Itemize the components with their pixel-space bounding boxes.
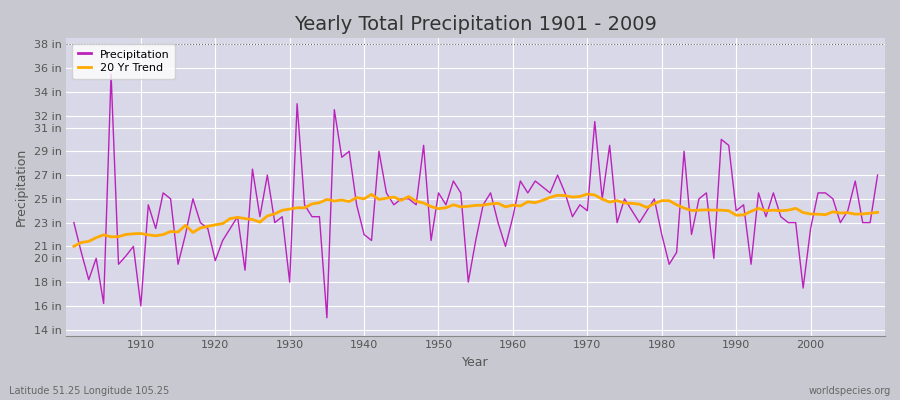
Precipitation — [68, 220, 79, 225]
20 Yr Trend — [604, 200, 615, 204]
Precipitation — [515, 179, 526, 184]
20 Yr Trend — [872, 210, 883, 215]
Line: 20 Yr Trend: 20 Yr Trend — [74, 194, 878, 246]
Text: worldspecies.org: worldspecies.org — [809, 386, 891, 396]
Line: Precipitation: Precipitation — [74, 74, 878, 318]
X-axis label: Year: Year — [463, 356, 489, 369]
Precipitation — [351, 202, 362, 207]
20 Yr Trend — [508, 203, 518, 208]
20 Yr Trend — [292, 205, 302, 210]
Legend: Precipitation, 20 Yr Trend: Precipitation, 20 Yr Trend — [72, 44, 176, 78]
20 Yr Trend — [68, 244, 79, 249]
Title: Yearly Total Precipitation 1901 - 2009: Yearly Total Precipitation 1901 - 2009 — [294, 15, 657, 34]
20 Yr Trend — [582, 192, 593, 196]
Precipitation — [522, 190, 533, 195]
Text: Latitude 51.25 Longitude 105.25: Latitude 51.25 Longitude 105.25 — [9, 386, 169, 396]
Precipitation — [872, 173, 883, 178]
Precipitation — [135, 304, 146, 308]
20 Yr Trend — [500, 204, 511, 209]
Precipitation — [321, 315, 332, 320]
Precipitation — [105, 72, 116, 76]
Precipitation — [612, 220, 623, 225]
20 Yr Trend — [337, 198, 347, 202]
20 Yr Trend — [128, 231, 139, 236]
Y-axis label: Precipitation: Precipitation — [15, 148, 28, 226]
Precipitation — [299, 202, 310, 207]
